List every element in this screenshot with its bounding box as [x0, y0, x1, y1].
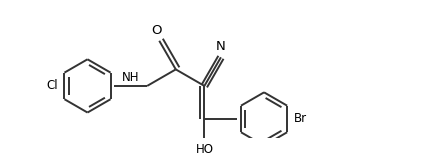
- Text: NH: NH: [122, 71, 139, 84]
- Text: Br: Br: [293, 113, 306, 125]
- Text: HO: HO: [196, 143, 213, 155]
- Text: Cl: Cl: [46, 79, 58, 92]
- Text: N: N: [216, 40, 226, 53]
- Text: O: O: [151, 24, 162, 37]
